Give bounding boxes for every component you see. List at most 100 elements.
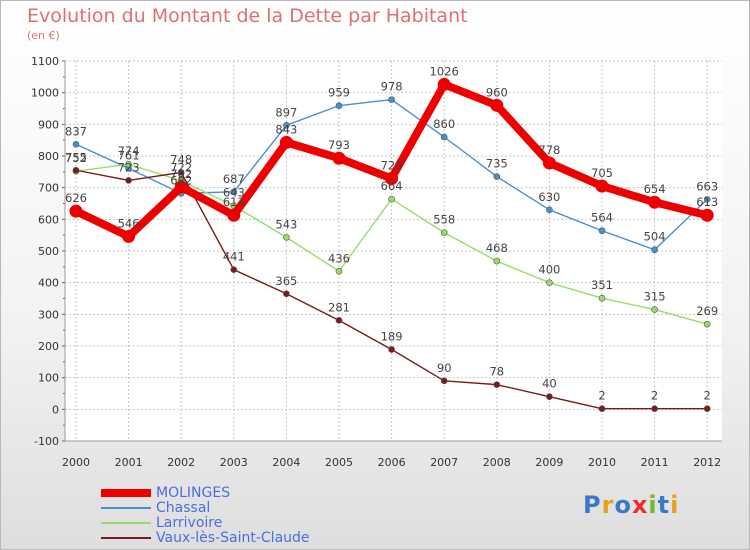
logo-letter: P bbox=[583, 491, 602, 519]
y-tick-label: 700 bbox=[38, 182, 59, 195]
series-point-0 bbox=[174, 180, 188, 194]
data-label: 702 bbox=[170, 167, 192, 181]
series-point-2 bbox=[388, 195, 395, 203]
series-point-1 bbox=[598, 227, 606, 235]
series-point-2 bbox=[125, 160, 132, 168]
y-tick-label: 800 bbox=[38, 150, 59, 163]
series-point-2 bbox=[493, 257, 501, 265]
data-label: 748 bbox=[170, 152, 192, 166]
series-point-2 bbox=[283, 234, 290, 241]
data-label: 778 bbox=[538, 143, 560, 157]
y-tick-label: -100 bbox=[34, 435, 59, 448]
data-label: 441 bbox=[223, 250, 245, 264]
data-label: 774 bbox=[118, 144, 140, 158]
series-point-1 bbox=[703, 196, 711, 203]
data-label: 843 bbox=[275, 122, 297, 136]
proxiti-logo: Proxiti bbox=[583, 491, 679, 519]
x-tick-label: 2005 bbox=[325, 456, 353, 469]
data-label: 351 bbox=[591, 278, 613, 292]
series-point-0 bbox=[437, 77, 451, 91]
series-point-0 bbox=[122, 229, 136, 243]
logo-letter: t bbox=[657, 491, 671, 519]
data-label: 761 bbox=[118, 148, 140, 162]
data-label: 564 bbox=[591, 211, 613, 225]
y-tick-label: 400 bbox=[38, 277, 59, 290]
logo-letter: i bbox=[648, 491, 658, 519]
chart-unit: (en €) bbox=[27, 29, 60, 42]
data-label: 613 bbox=[223, 195, 245, 209]
data-label: 664 bbox=[381, 179, 403, 193]
data-label: 436 bbox=[328, 251, 350, 265]
series-point-1 bbox=[72, 140, 80, 148]
series-point-2 bbox=[598, 294, 606, 302]
series-point-2 bbox=[546, 279, 553, 286]
series-point-0 bbox=[648, 195, 662, 209]
data-label: 793 bbox=[328, 138, 350, 152]
logo-letter: i bbox=[670, 491, 680, 519]
data-label: 897 bbox=[275, 105, 297, 119]
data-label: 960 bbox=[486, 85, 508, 99]
logo-letter: r bbox=[601, 491, 615, 519]
series-point-1 bbox=[651, 246, 658, 254]
series-point-0 bbox=[385, 171, 399, 185]
series-point-3 bbox=[388, 346, 395, 353]
data-label: 546 bbox=[118, 216, 140, 230]
data-label: 837 bbox=[65, 124, 87, 138]
data-label: 78 bbox=[489, 365, 504, 379]
data-label: 630 bbox=[538, 190, 560, 204]
y-tick-label: 1100 bbox=[31, 55, 59, 68]
y-tick-label: 300 bbox=[38, 308, 59, 321]
series-point-2 bbox=[703, 320, 711, 328]
data-label: 400 bbox=[538, 263, 560, 277]
data-label: 663 bbox=[696, 179, 718, 193]
series-point-0 bbox=[595, 179, 609, 193]
series-point-1 bbox=[230, 188, 238, 196]
x-tick-label: 2004 bbox=[272, 456, 300, 469]
x-tick-label: 2010 bbox=[588, 456, 616, 469]
series-point-0 bbox=[332, 151, 346, 165]
data-label: 269 bbox=[696, 304, 718, 318]
data-label: 281 bbox=[328, 300, 350, 314]
series-point-1 bbox=[440, 133, 448, 141]
series-point-3 bbox=[703, 405, 711, 413]
series-point-3 bbox=[125, 177, 132, 184]
series-point-2 bbox=[335, 267, 343, 275]
series-point-3 bbox=[177, 169, 185, 176]
series-point-1 bbox=[546, 206, 553, 214]
series-point-3 bbox=[283, 290, 290, 298]
data-label: 729 bbox=[381, 158, 403, 172]
x-tick-label: 2006 bbox=[378, 456, 406, 469]
data-label: 723 bbox=[118, 160, 140, 174]
legend-swatch bbox=[101, 507, 151, 509]
legend-swatch bbox=[101, 489, 151, 497]
y-tick-label: 0 bbox=[52, 403, 59, 416]
data-label: 654 bbox=[644, 182, 666, 196]
data-label: 90 bbox=[437, 361, 452, 375]
series-point-0 bbox=[279, 135, 293, 149]
y-tick-label: 500 bbox=[38, 245, 59, 258]
data-label: 189 bbox=[381, 329, 403, 343]
data-label: 1026 bbox=[430, 64, 459, 78]
data-label: 613 bbox=[696, 195, 718, 209]
legend-label: Larrivoire bbox=[156, 515, 223, 531]
series-point-3 bbox=[493, 381, 501, 388]
data-label: 558 bbox=[433, 213, 455, 227]
series-point-0 bbox=[69, 204, 83, 218]
data-label: 468 bbox=[486, 241, 508, 255]
x-tick-label: 2009 bbox=[535, 456, 563, 469]
data-label: 978 bbox=[381, 80, 403, 94]
data-label: 687 bbox=[223, 172, 245, 186]
x-tick-label: 2003 bbox=[220, 456, 248, 469]
series-point-1 bbox=[335, 102, 343, 109]
series-point-1 bbox=[493, 173, 501, 180]
data-label: 315 bbox=[644, 290, 666, 304]
x-tick-label: 2002 bbox=[167, 456, 195, 469]
data-label: 705 bbox=[591, 166, 613, 180]
data-label: 40 bbox=[542, 377, 557, 391]
x-tick-label: 2001 bbox=[115, 456, 143, 469]
data-label: 543 bbox=[275, 217, 297, 231]
series-point-3 bbox=[335, 317, 343, 324]
data-label: 735 bbox=[486, 157, 508, 171]
x-tick-label: 2000 bbox=[62, 456, 90, 469]
